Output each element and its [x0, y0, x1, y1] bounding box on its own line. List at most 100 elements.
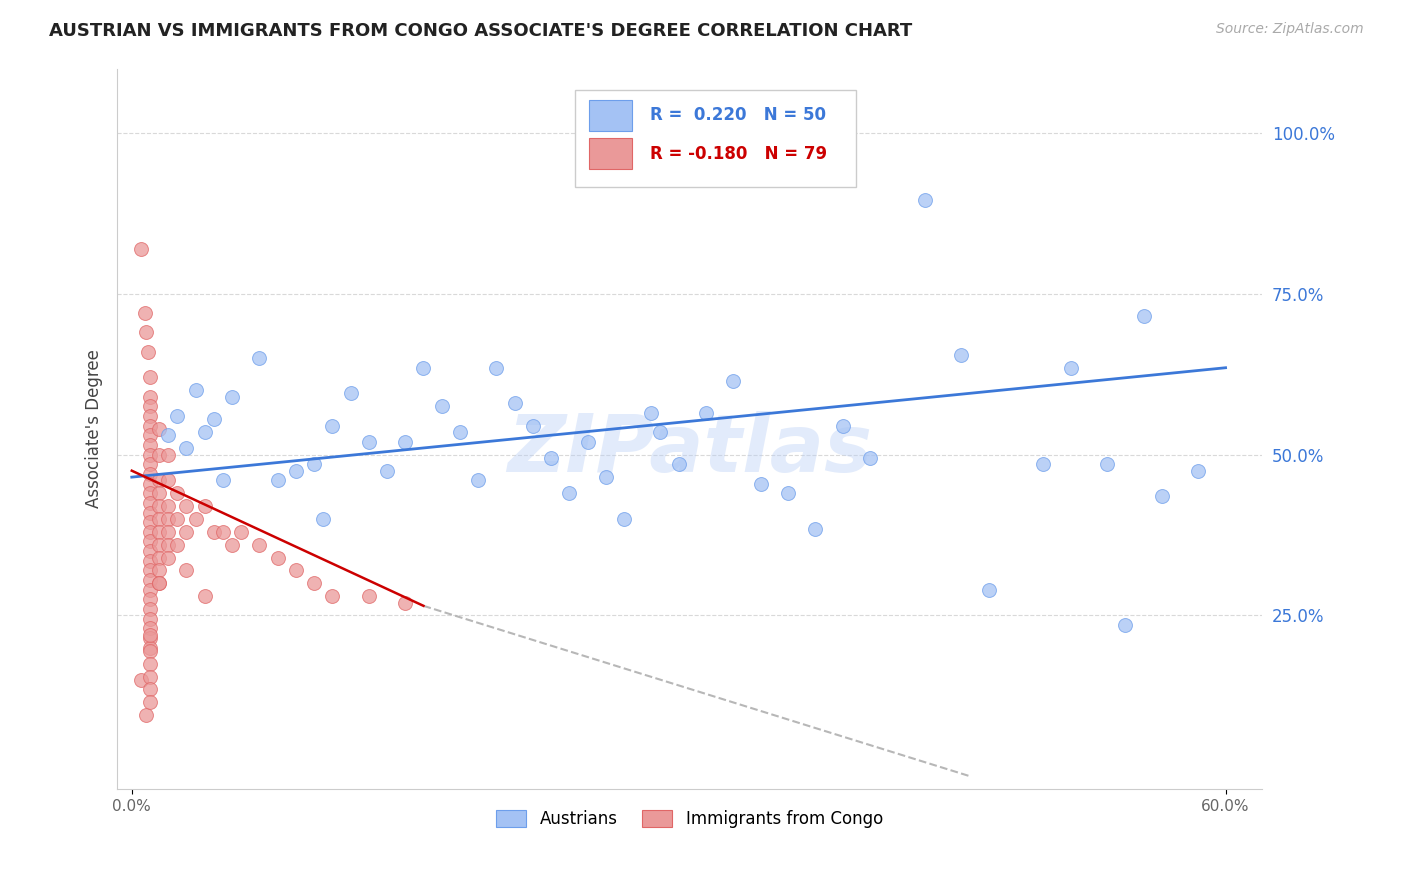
Point — [139, 602, 162, 616]
Point — [139, 631, 162, 645]
Point — [139, 695, 162, 709]
Point — [695, 406, 717, 420]
Bar — [589, 100, 633, 130]
Point — [139, 515, 162, 529]
FancyBboxPatch shape — [575, 90, 856, 187]
Point — [394, 434, 416, 449]
Point — [139, 438, 162, 452]
Point — [302, 457, 325, 471]
Point — [1150, 490, 1173, 504]
Point — [321, 418, 343, 433]
Point — [449, 425, 471, 439]
Point — [166, 538, 188, 552]
Point — [430, 400, 453, 414]
Point — [558, 486, 581, 500]
Legend: Austrians, Immigrants from Congo: Austrians, Immigrants from Congo — [489, 804, 890, 835]
Point — [139, 390, 162, 404]
Point — [212, 524, 235, 539]
Point — [914, 194, 936, 208]
Point — [1032, 457, 1054, 471]
Point — [247, 351, 270, 365]
Point — [176, 499, 198, 513]
Point — [139, 506, 162, 520]
Point — [312, 512, 335, 526]
Point — [357, 434, 380, 449]
Point — [668, 457, 690, 471]
Point — [194, 425, 217, 439]
Point — [148, 448, 170, 462]
Point — [184, 384, 207, 398]
Point — [148, 524, 170, 539]
Point — [321, 589, 343, 603]
Point — [1059, 360, 1081, 375]
Point — [139, 496, 162, 510]
Point — [148, 486, 170, 500]
Point — [1095, 457, 1118, 471]
Point — [139, 467, 162, 481]
Text: AUSTRIAN VS IMMIGRANTS FROM CONGO ASSOCIATE'S DEGREE CORRELATION CHART: AUSTRIAN VS IMMIGRANTS FROM CONGO ASSOCI… — [49, 22, 912, 40]
Point — [831, 418, 853, 433]
Point — [129, 673, 152, 687]
Point — [148, 538, 170, 552]
Point — [640, 406, 662, 420]
Point — [522, 418, 544, 433]
Point — [339, 386, 361, 401]
Point — [1132, 310, 1154, 324]
Point — [184, 512, 207, 526]
Text: ZIPatlas: ZIPatlas — [508, 411, 872, 490]
Point — [595, 470, 617, 484]
Point — [139, 476, 162, 491]
Point — [134, 306, 156, 320]
Point — [194, 589, 217, 603]
Point — [139, 573, 162, 587]
Point — [139, 670, 162, 684]
Point — [139, 534, 162, 549]
Point — [139, 612, 162, 626]
Point — [139, 457, 162, 471]
Point — [148, 422, 170, 436]
Point — [176, 564, 198, 578]
Point — [284, 564, 307, 578]
Point — [139, 582, 162, 597]
Point — [202, 524, 225, 539]
Y-axis label: Associate's Degree: Associate's Degree — [86, 350, 103, 508]
Point — [139, 428, 162, 442]
Point — [139, 640, 162, 655]
Point — [231, 524, 253, 539]
Point — [139, 554, 162, 568]
Point — [357, 589, 380, 603]
Point — [157, 448, 180, 462]
Point — [139, 400, 162, 414]
Point — [148, 474, 170, 488]
Point — [804, 522, 827, 536]
Point — [176, 441, 198, 455]
Point — [139, 657, 162, 671]
Point — [139, 621, 162, 635]
Point — [284, 464, 307, 478]
Point — [394, 596, 416, 610]
Point — [266, 550, 288, 565]
Point — [139, 592, 162, 607]
Point — [540, 450, 562, 465]
Point — [148, 576, 170, 591]
Point — [157, 512, 180, 526]
Point — [148, 576, 170, 591]
Point — [139, 418, 162, 433]
Point — [135, 326, 157, 340]
Point — [148, 564, 170, 578]
Point — [139, 524, 162, 539]
Point — [148, 550, 170, 565]
Point — [375, 464, 398, 478]
Point — [859, 450, 882, 465]
Point — [749, 476, 772, 491]
Point — [202, 412, 225, 426]
Point — [139, 448, 162, 462]
Point — [166, 409, 188, 423]
Point — [148, 512, 170, 526]
Bar — [589, 138, 633, 169]
Point — [166, 486, 188, 500]
Point — [157, 550, 180, 565]
Point — [139, 628, 162, 642]
Point — [613, 512, 636, 526]
Text: R = -0.180   N = 79: R = -0.180 N = 79 — [650, 145, 827, 162]
